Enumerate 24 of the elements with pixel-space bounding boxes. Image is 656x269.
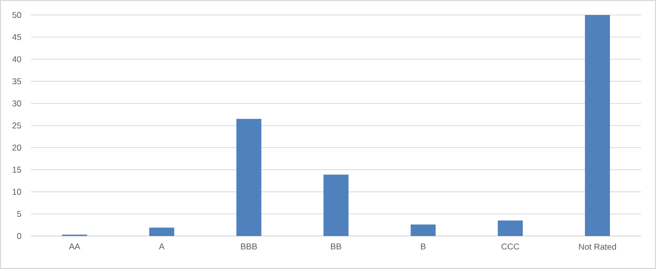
y-tick-label: 5 [17,210,22,217]
y-tick-label: 40 [12,56,22,62]
y-tick-label: 50 [12,12,22,18]
bar [149,228,174,236]
bar [236,118,262,236]
y-tick-label: 15 [12,166,22,173]
y-tick-label: 20 [12,144,22,151]
x-tick-label: Not Rated [579,244,616,250]
bar [498,220,523,236]
x-tick-label: CCC [502,244,520,250]
bar [324,174,349,236]
y-tick-label: 25 [12,122,22,128]
x-tick-label: BB [331,244,342,250]
x-tick-label: AA [68,244,80,250]
y-tick-label: 30 [12,100,22,106]
y-tick-label: 35 [12,78,22,84]
bar [410,224,436,236]
x-tick-label: A [158,244,165,250]
y-tick-label: 45 [12,34,22,40]
y-tick-label: 10 [12,188,22,195]
x-tick-label: BBB [241,244,257,250]
x-tick-label: B [421,244,426,250]
bar [584,15,610,236]
y-tick-label: 0 [17,233,22,239]
